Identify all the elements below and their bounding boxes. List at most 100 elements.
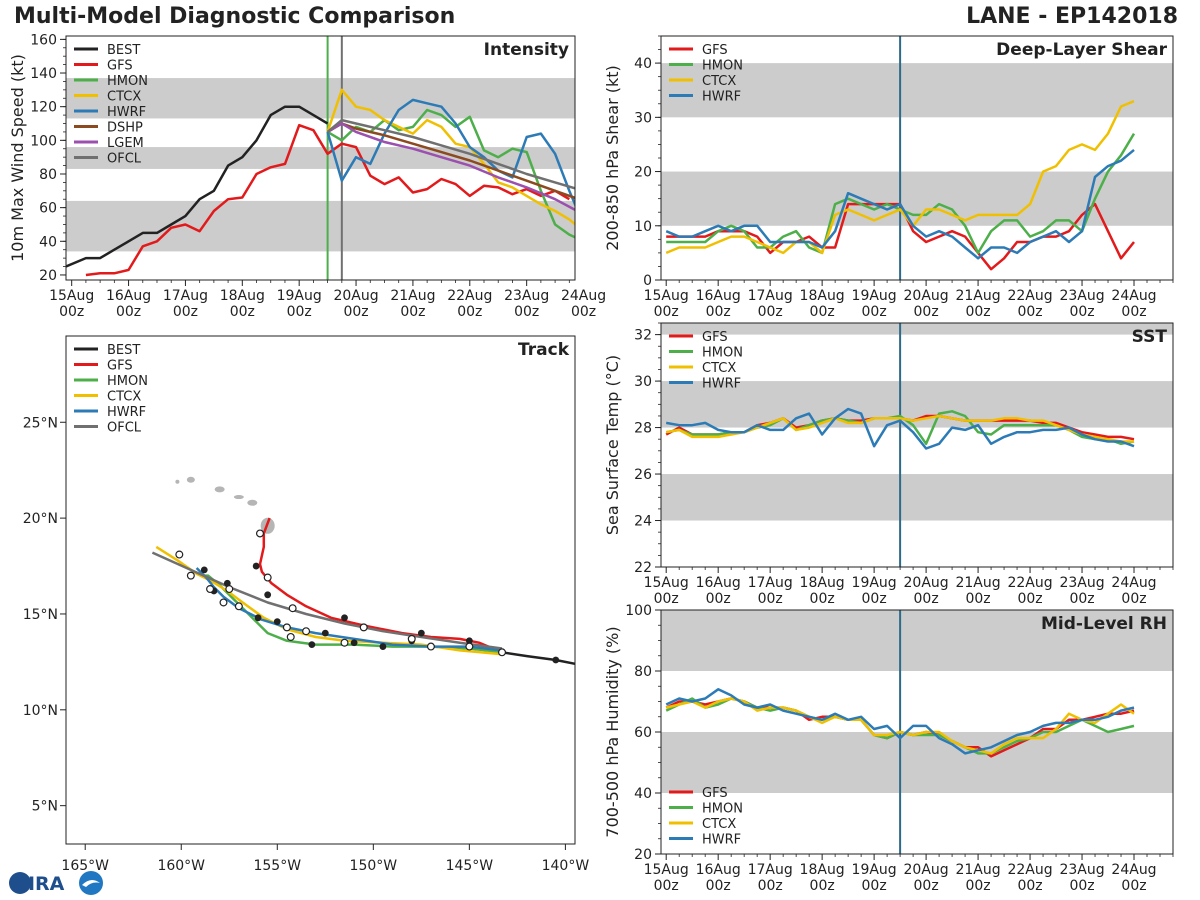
plot-inner xyxy=(66,36,575,280)
x-tick-label-hour: 00z xyxy=(862,591,887,607)
shaded-band xyxy=(661,474,1173,521)
track-point-filled xyxy=(254,614,262,622)
x-tick-label-day: 20Aug xyxy=(333,288,378,304)
series-ofcl xyxy=(326,118,575,190)
track-point-open xyxy=(359,623,368,632)
x-tick-label-hour: 00z xyxy=(810,878,835,894)
track-point-open xyxy=(407,634,416,643)
x-tick-label-hour: 00z xyxy=(230,304,255,320)
x-tick-label-day: 24Aug xyxy=(561,288,606,304)
track-panel: 165°W 160°W 155°W 150°W 145°W 140°W 5°N 10°N 15°… xyxy=(23,335,590,874)
track-point-filled xyxy=(465,637,473,645)
y-tick-label: 140 xyxy=(30,66,57,82)
series-hwrf xyxy=(665,148,1135,260)
x-tick-label-day: 17Aug xyxy=(748,288,793,304)
track-point-open xyxy=(234,602,243,611)
rh-panel: 2040608010015Aug00z16Aug00z17Aug00z18Aug… xyxy=(603,603,1174,894)
track-point-open xyxy=(206,585,215,594)
x-tick-label-day: 24Aug xyxy=(1111,288,1156,304)
track-point-open xyxy=(282,623,291,632)
x-tick-label-hour: 00z xyxy=(914,304,939,320)
x-tick-label-day: 21Aug xyxy=(955,862,1000,878)
y-tick-label: 160 xyxy=(30,32,57,48)
track-point-open xyxy=(175,550,184,559)
plot-frame xyxy=(660,322,1174,568)
y-tick-label: 10 xyxy=(634,219,652,235)
x-tick-label-hour: 00z xyxy=(654,878,679,894)
y-tick-label: 60 xyxy=(634,725,652,741)
y-tick-label: 40 xyxy=(634,56,652,72)
x-tick-label-hour: 00z xyxy=(1069,878,1094,894)
map-frame xyxy=(65,335,576,845)
legend-label: CTCX xyxy=(107,390,141,405)
legend-label: CTCX xyxy=(107,90,141,105)
x-tick-label-hour: 00z xyxy=(965,878,990,894)
cira-logo-text: CIRA xyxy=(14,873,65,895)
y-tick-label: 25°N xyxy=(23,415,58,431)
y-tick-label: 28 xyxy=(634,421,652,437)
legend-label: GFS xyxy=(702,43,728,58)
x-tick-label-day: 15Aug xyxy=(49,288,94,304)
y-tick-label: 10°N xyxy=(23,703,58,719)
shaded-band xyxy=(661,63,1173,118)
x-tick-label-hour: 00z xyxy=(457,304,482,320)
track-point-filled xyxy=(350,639,358,647)
x-tick-label-day: 20Aug xyxy=(904,575,949,591)
x-tick-label-hour: 00z xyxy=(965,304,990,320)
y-tick-label: 20 xyxy=(634,165,652,181)
x-tick-label-day: 16Aug xyxy=(696,288,741,304)
page-title: Multi-Model Diagnostic Comparison xyxy=(14,4,456,29)
y-tick-label: 15°N xyxy=(23,607,58,623)
shaded-band xyxy=(66,78,575,119)
x-tick-label: 165°W xyxy=(61,858,109,874)
track-point-filled xyxy=(273,618,281,626)
x-tick-label-day: 23Aug xyxy=(1059,288,1104,304)
x-tick-label-hour: 00z xyxy=(706,878,731,894)
x-tick-label-day: 19Aug xyxy=(852,575,897,591)
x-tick-label-hour: 00z xyxy=(514,304,539,320)
plot-frame xyxy=(65,35,576,281)
island-kauai xyxy=(186,476,195,483)
legend-label: HWRF xyxy=(702,90,741,105)
x-tick-label-hour: 00z xyxy=(810,304,835,320)
x-tick-label: 140°W xyxy=(542,858,590,874)
y-tick-label: 20°N xyxy=(23,511,58,527)
plot-inner xyxy=(661,323,1173,567)
plot-inner xyxy=(661,610,1173,854)
track-point-filled xyxy=(417,629,425,637)
x-tick-label-day: 18Aug xyxy=(800,575,845,591)
island-molokai xyxy=(233,495,244,500)
track-point-open xyxy=(340,638,349,647)
series-dshp xyxy=(326,122,575,200)
x-tick-label-day: 19Aug xyxy=(277,288,322,304)
x-tick-label-hour: 00z xyxy=(965,591,990,607)
x-tick-label-day: 23Aug xyxy=(1059,862,1104,878)
island-oahu xyxy=(214,486,225,493)
track-point-filled xyxy=(264,591,272,599)
plot-area xyxy=(661,323,1173,567)
panel-title: Mid-Level RH xyxy=(1041,614,1167,634)
x-tick-label-hour: 00z xyxy=(400,304,425,320)
legend-label: BEST xyxy=(107,343,140,358)
panel-title: Track xyxy=(518,340,570,360)
x-tick-label-day: 21Aug xyxy=(955,288,1000,304)
legend-label: HWRF xyxy=(107,105,146,120)
series-ctcx xyxy=(665,99,1135,255)
x-tick-label-hour: 00z xyxy=(1069,304,1094,320)
shear-panel: 01020304015Aug00z16Aug00z17Aug00z18Aug00… xyxy=(603,35,1174,320)
sst-panel: 22242628303215Aug00z16Aug00z17Aug00z18Au… xyxy=(603,322,1174,607)
y-tick-label: 120 xyxy=(30,100,57,116)
y-tick-label: 22 xyxy=(634,560,652,576)
x-tick-label-day: 18Aug xyxy=(220,288,265,304)
legend-label: GFS xyxy=(702,330,728,345)
x-tick-label-hour: 00z xyxy=(1017,304,1042,320)
intensity-panel: 2040608010012014016015Aug00z16Aug00z17Au… xyxy=(8,32,606,320)
shaded-band xyxy=(66,147,575,169)
shaded-band xyxy=(661,732,1173,793)
y-tick-label: 40 xyxy=(39,234,57,250)
x-tick-label-day: 15Aug xyxy=(644,862,689,878)
legend-label: HMON xyxy=(107,74,148,89)
legend-label: BEST xyxy=(107,43,140,58)
x-tick-label-day: 24Aug xyxy=(1111,862,1156,878)
